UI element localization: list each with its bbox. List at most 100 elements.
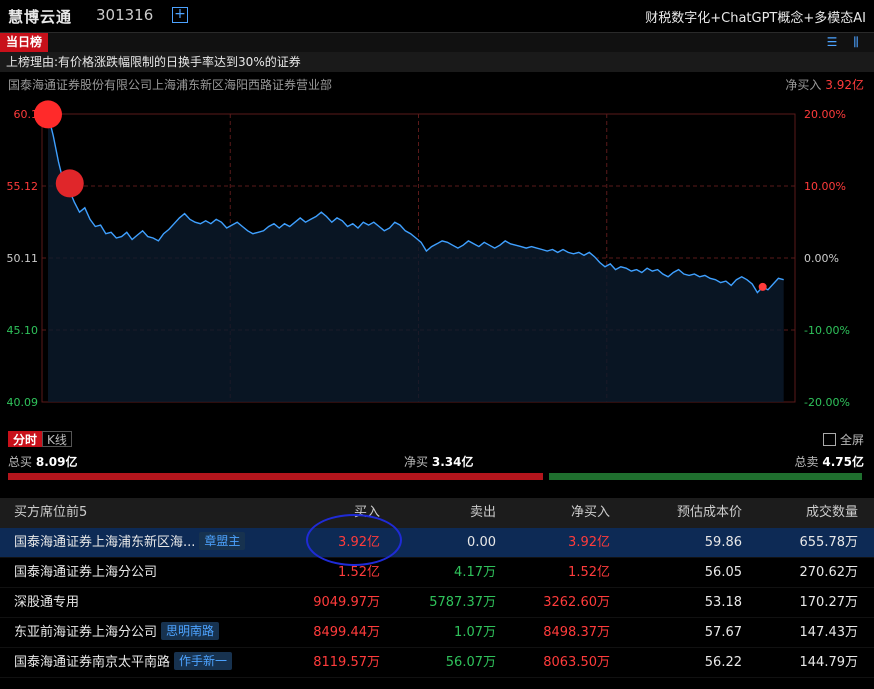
stock-code: 301316 bbox=[96, 6, 154, 24]
header-name[interactable]: 买方席位前5 bbox=[14, 505, 88, 520]
list-view-icon[interactable]: ☰ bbox=[826, 35, 838, 49]
seat-name: 国泰海通证券股份有限公司上海浦东新区海阳西路证券营业部 bbox=[8, 78, 333, 92]
table-row[interactable]: 国泰海通证券南京太平南路 作手新一 8119.57万 56.07万 8063.50… bbox=[0, 648, 874, 678]
row-sell: 56.07万 bbox=[445, 655, 496, 670]
concept-tags[interactable]: 财税数字化+ChatGPT概念+多模态AI bbox=[645, 11, 866, 26]
row-net: 8498.37万 bbox=[543, 625, 610, 640]
chart-tabs: 分时 K线 bbox=[8, 431, 72, 447]
row-net: 1.52亿 bbox=[568, 565, 610, 580]
row-seat-name: 国泰海通证券上海分公司 bbox=[14, 565, 158, 580]
tab-kline[interactable]: K线 bbox=[42, 431, 72, 447]
row-volume: 655.78万 bbox=[799, 535, 859, 550]
seat-buy-marker bbox=[55, 169, 84, 198]
price-tick-label: 60.1 bbox=[14, 108, 39, 121]
row-cost: 57.67 bbox=[704, 625, 742, 640]
table-row[interactable]: 深股通专用 9049.97万 5787.37万 3262.60万 53.18 1… bbox=[0, 588, 874, 618]
total-buy: 总买 8.09亿 bbox=[8, 453, 77, 470]
buyer-seats-table: 买方席位前5 买入 卖出 净买入 预估成本价 成交数量 国泰海通证券上海浦东新区… bbox=[0, 498, 874, 678]
ratio-buy-fill bbox=[8, 473, 544, 480]
row-volume: 270.62万 bbox=[799, 565, 859, 580]
time-tick-label: 15:00 bbox=[776, 408, 808, 410]
buy-sell-ratio-bar bbox=[8, 473, 862, 480]
row-cost: 56.22 bbox=[704, 655, 742, 670]
totals: 总买 8.09亿 净买 3.34亿 总卖 4.75亿 bbox=[0, 453, 874, 471]
row-volume: 147.43万 bbox=[799, 625, 859, 640]
total-net: 净买 3.34亿 bbox=[404, 453, 473, 470]
add-watchlist-button[interactable]: + bbox=[172, 7, 188, 23]
chart-view-icon[interactable]: ⫼ bbox=[853, 35, 859, 49]
price-line bbox=[47, 114, 784, 294]
header-sell[interactable]: 卖出 bbox=[469, 505, 496, 520]
fullscreen-button[interactable]: 全屏 bbox=[822, 431, 864, 448]
seat-name-text: 国泰海通证券上海浦东新区海... bbox=[14, 535, 196, 550]
row-buy: 9049.97万 bbox=[313, 595, 380, 610]
row-buy: 1.52亿 bbox=[338, 565, 380, 580]
seat-name-text: 国泰海通证券南京太平南路 bbox=[14, 655, 171, 670]
row-seat-name: 东亚前海证券上海分公司 思明南路 bbox=[14, 618, 220, 648]
price-tick-label: 50.11 bbox=[7, 252, 39, 265]
total-sell-value: 4.75亿 bbox=[822, 455, 864, 469]
listing-reason: 上榜理由:有价格涨跌幅限制的日换手率达到30%的证券 bbox=[0, 52, 874, 72]
price-area-fill bbox=[48, 114, 784, 403]
row-net: 3.92亿 bbox=[568, 535, 610, 550]
row-seat-name: 国泰海通证券南京太平南路 作手新一 bbox=[14, 648, 233, 678]
current-price-dot bbox=[758, 282, 767, 291]
seat-badge[interactable]: 思明南路 bbox=[161, 622, 220, 640]
seat-badge[interactable]: 作手新一 bbox=[174, 652, 233, 670]
fullscreen-icon bbox=[822, 433, 836, 446]
pct-tick-label: 10.00% bbox=[804, 180, 846, 193]
row-sell: 0.00 bbox=[467, 535, 496, 550]
time-tick-label: 09:30 bbox=[36, 408, 68, 410]
total-net-label: 净买 bbox=[404, 455, 429, 469]
table-row[interactable]: 东亚前海证券上海分公司 思明南路 8499.44万 1.07万 8498.37万 … bbox=[0, 618, 874, 648]
tab-timeshare[interactable]: 分时 bbox=[8, 431, 43, 447]
seat-net-buy: 净买入 3.92亿 bbox=[785, 74, 864, 96]
price-tick-label: 55.12 bbox=[7, 180, 39, 193]
intraday-chart[interactable]: 60.1 20.00% 55.12 10.00% 50.11 0.00% 45.10 -10.… bbox=[0, 100, 874, 410]
total-sell: 总卖 4.75亿 bbox=[795, 453, 864, 470]
table-row[interactable]: 国泰海通证券上海浦东新区海... 章盟主 3.92亿 0.00 3.92亿 59.… bbox=[0, 528, 874, 558]
header-net[interactable]: 净买入 bbox=[570, 505, 610, 520]
header: 慧博云通 301316 + 财税数字化+ChatGPT概念+多模态AI bbox=[0, 0, 874, 32]
price-tick-label: 40.09 bbox=[7, 396, 39, 409]
row-sell: 4.17万 bbox=[454, 565, 496, 580]
list-bar: 当日榜 ☰ ⫼ bbox=[0, 32, 874, 52]
row-volume: 144.79万 bbox=[799, 655, 859, 670]
total-buy-label: 总买 bbox=[8, 455, 33, 469]
seat-net-label: 净买入 bbox=[785, 78, 822, 92]
row-sell: 5787.37万 bbox=[429, 595, 496, 610]
seat-name-text: 东亚前海证券上海分公司 bbox=[14, 625, 158, 640]
time-tick-label: 14:00 bbox=[591, 408, 623, 410]
pct-tick-label: 20.00% bbox=[804, 108, 846, 121]
seat-summary: 国泰海通证券股份有限公司上海浦东新区海阳西路证券营业部 净买入 3.92亿 bbox=[0, 74, 874, 96]
pct-tick-label: -20.00% bbox=[804, 396, 850, 409]
row-net: 3262.60万 bbox=[543, 595, 610, 610]
row-sell: 1.07万 bbox=[454, 625, 496, 640]
pct-tick-label: -10.00% bbox=[804, 324, 850, 337]
hand-drawn-circle-annotation bbox=[306, 514, 402, 566]
total-buy-value: 8.09亿 bbox=[35, 455, 78, 469]
time-tick-label: 11:30 bbox=[403, 408, 435, 410]
total-sell-label: 总卖 bbox=[794, 455, 819, 469]
price-tick-label: 45.10 bbox=[7, 324, 39, 337]
seat-badge[interactable]: 章盟主 bbox=[199, 532, 246, 550]
limit-up-marker bbox=[34, 100, 62, 129]
time-tick-label: 10:30 bbox=[214, 408, 246, 410]
ratio-sell-fill bbox=[548, 473, 862, 480]
row-buy: 8499.44万 bbox=[313, 625, 380, 640]
row-seat-name: 深股通专用 bbox=[14, 595, 80, 610]
row-cost: 59.86 bbox=[704, 535, 742, 550]
header-volume[interactable]: 成交数量 bbox=[805, 505, 858, 520]
stock-name: 慧博云通 bbox=[8, 8, 73, 26]
pct-tick-label: 0.00% bbox=[804, 252, 839, 265]
fullscreen-label: 全屏 bbox=[839, 433, 864, 447]
table-row[interactable]: 国泰海通证券上海分公司 1.52亿 4.17万 1.52亿 56.05 270.… bbox=[0, 558, 874, 588]
seat-net-value: 3.92亿 bbox=[825, 78, 864, 92]
row-cost: 53.18 bbox=[704, 595, 742, 610]
row-volume: 170.27万 bbox=[799, 595, 859, 610]
today-list-tab[interactable]: 当日榜 bbox=[0, 33, 49, 52]
header-cost[interactable]: 预估成本价 bbox=[676, 505, 742, 520]
row-seat-name: 国泰海通证券上海浦东新区海... 章盟主 bbox=[14, 528, 246, 558]
total-net-value: 3.34亿 bbox=[431, 455, 474, 469]
